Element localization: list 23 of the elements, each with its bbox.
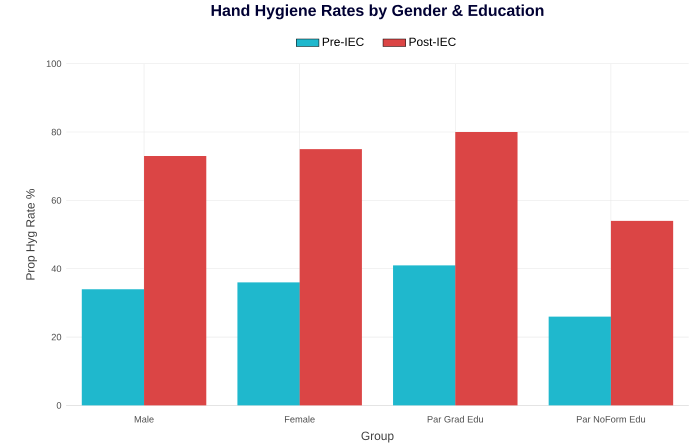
y-tick-label: 60: [52, 197, 62, 204]
x-tick-label: Female: [284, 416, 315, 423]
bar: [393, 265, 456, 406]
x-axis-title: Group: [362, 432, 394, 443]
y-tick-label: 80: [52, 128, 62, 136]
bar: [237, 282, 300, 406]
bar: [548, 316, 611, 406]
chart-title: Hand Hygiene Rates by Gender & Education: [212, 4, 544, 20]
x-tick-label: Par NoForm Edu: [576, 416, 646, 423]
y-tick-label: 20: [52, 334, 62, 340]
bar: [300, 149, 362, 406]
y-tick-label: 100: [46, 60, 62, 68]
bar: [82, 289, 144, 406]
x-tick-label: Par Grad Edu: [428, 416, 483, 423]
bar: [610, 220, 674, 406]
y-tick-label: 40: [51, 266, 62, 272]
y-tick-label: 0: [56, 402, 62, 409]
legend-label: Post-IEC: [410, 38, 456, 46]
y-axis-title: Prop Hyg Rate %: [26, 189, 37, 280]
x-tick-label: Male: [134, 416, 154, 423]
bar: [455, 132, 518, 406]
bar: [144, 156, 206, 406]
legend-label: Pre-IEC: [322, 38, 364, 46]
